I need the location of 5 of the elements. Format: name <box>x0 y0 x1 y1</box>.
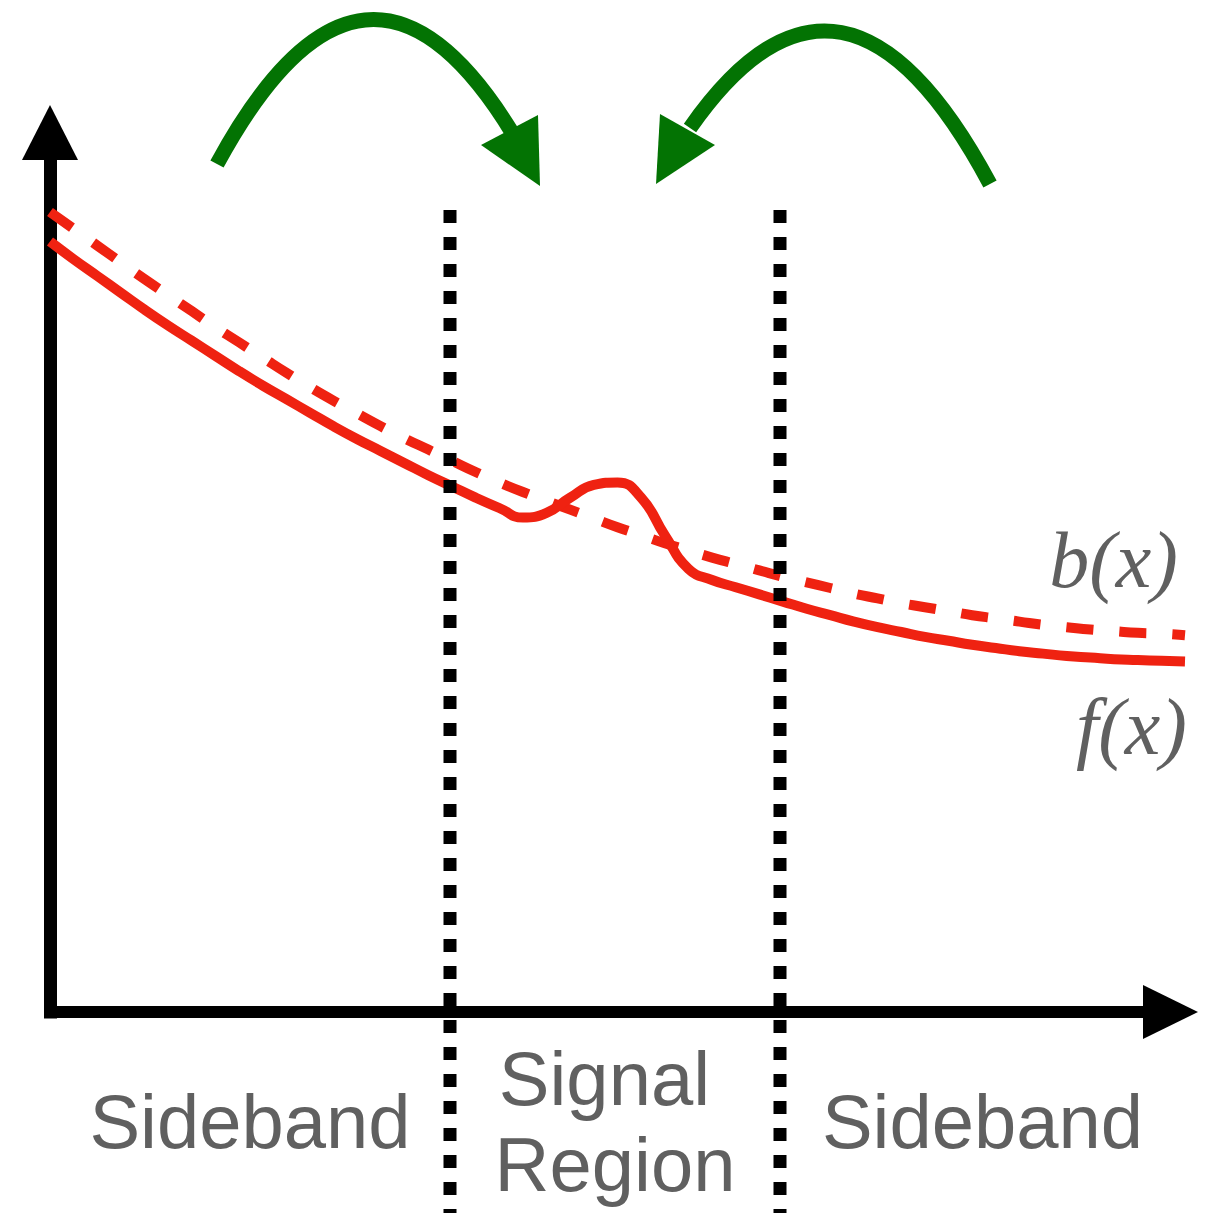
text: Sideband <box>89 1078 411 1164</box>
series-label: b(x) <box>1049 516 1178 606</box>
text: Sideband <box>821 1078 1144 1164</box>
text: Signal Region <box>494 1035 736 1207</box>
series-label: f(x) <box>1075 682 1187 772</box>
